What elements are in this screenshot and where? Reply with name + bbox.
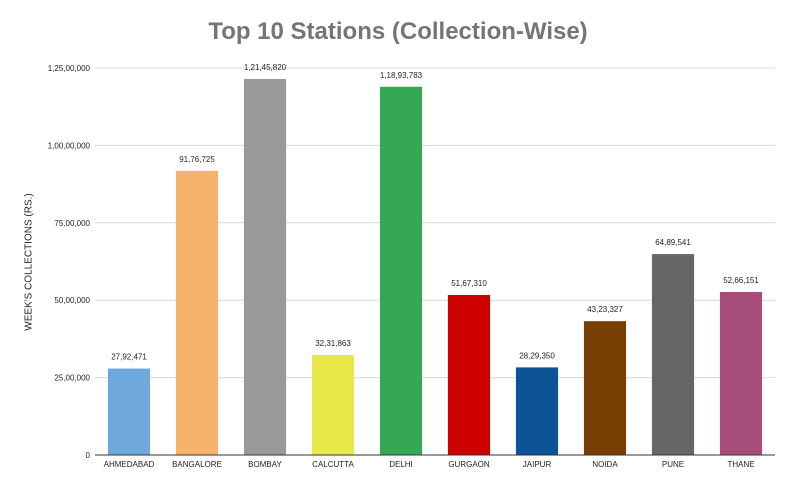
data-label: 51,67,310 — [451, 279, 487, 288]
x-tick-label: NOIDA — [592, 460, 618, 469]
bar-noida — [583, 321, 627, 455]
y-tick-label: 0 — [86, 451, 91, 460]
y-axis-ticks: 0 25,00,000 50,00,000 75,00,000 1,00,00,000 1… — [48, 64, 91, 460]
bar-gurgaon — [447, 295, 491, 455]
x-axis-ticks: AHMEDABAD BANGALORE BOMBAY CALCUTTA DELHI GUR… — [104, 460, 755, 469]
bar-ahmedabad — [107, 368, 151, 455]
x-tick-label: THANE — [727, 460, 754, 469]
x-tick-label: AHMEDABAD — [104, 460, 155, 469]
bar-pune — [651, 254, 695, 455]
data-label: 1,21,45,820 — [244, 63, 287, 72]
bar-delhi — [379, 86, 423, 455]
bar-bangalore — [175, 170, 219, 455]
x-tick-label: CALCUTTA — [312, 460, 354, 469]
bar-thane — [719, 291, 763, 455]
bars — [107, 78, 763, 455]
y-tick-label: 75,00,000 — [54, 219, 90, 228]
x-tick-label: PUNE — [662, 460, 684, 469]
x-tick-label: JAIPUR — [523, 460, 552, 469]
data-label: 27,92,471 — [111, 353, 147, 362]
x-tick-label: BOMBAY — [248, 460, 282, 469]
bar-bombay — [243, 78, 287, 455]
bar-calcutta — [311, 354, 355, 455]
y-tick-label: 25,00,000 — [54, 374, 90, 383]
x-tick-label: DELHI — [389, 460, 413, 469]
y-tick-label: 50,00,000 — [54, 296, 90, 305]
data-label: 91,76,725 — [179, 155, 215, 164]
data-labels: 27,92,471 91,76,725 1,21,45,820 32,31,863 1,… — [111, 63, 759, 362]
x-tick-label: BANGALORE — [172, 460, 222, 469]
chart-title: Top 10 Stations (Collection-Wise) — [208, 18, 588, 45]
data-label: 28,29,350 — [519, 351, 555, 360]
data-label: 32,31,863 — [315, 339, 351, 348]
y-tick-label: 1,25,00,000 — [48, 64, 91, 73]
y-tick-label: 1,00,00,000 — [48, 141, 91, 150]
data-label: 43,23,327 — [587, 305, 623, 314]
bar-jaipur — [515, 367, 559, 455]
data-label: 1,18,93,783 — [380, 71, 423, 80]
x-tick-label: GURGAON — [448, 460, 490, 469]
data-label: 64,89,541 — [655, 238, 691, 247]
data-label: 52,66,151 — [723, 276, 759, 285]
